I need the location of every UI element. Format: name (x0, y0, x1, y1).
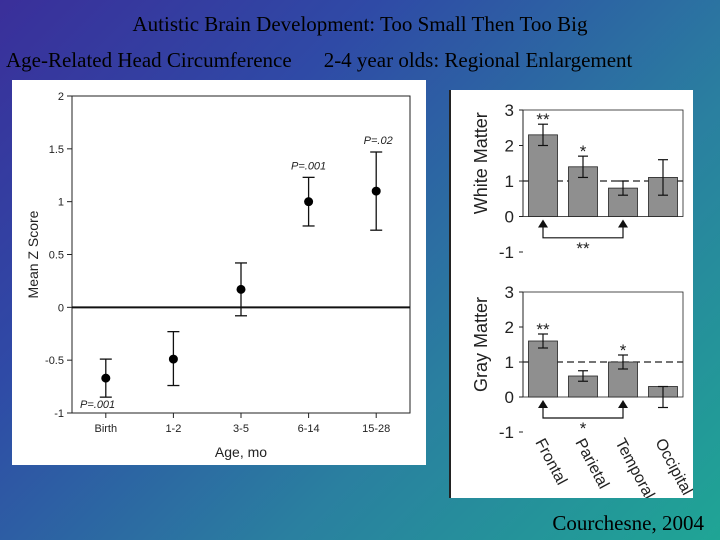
data-point-15-28 (371, 186, 381, 196)
head-circumference-chart-panel: -1 -0.5 0 0.5 1 1.5 2 Birth 1-2 3-5 6-14 15-28 P=.00… (12, 80, 426, 465)
white-matter-y-tick-label-2: 1 (505, 172, 514, 191)
gray-matter-bracket-label: * (580, 419, 587, 438)
x-axis-label: Age, mo (215, 444, 267, 460)
white-matter-significance-Parietal: * (580, 142, 587, 161)
white-matter-bracket-arrow-left (538, 219, 548, 228)
gray-matter-bracket-line (542, 405, 624, 419)
slide-title: Autistic Brain Development: Too Small Th… (132, 12, 588, 36)
white-matter-bar-Frontal (528, 134, 558, 217)
gray-matter-y-tick-label-0: -1 (499, 423, 514, 442)
y-axis-label: Mean Z Score (25, 210, 41, 298)
y-tick-label-0: -1 (54, 408, 64, 420)
white-matter-significance-Frontal: ** (536, 110, 550, 129)
y-tick-label-4: 1 (58, 197, 64, 209)
x-tick-label-15-28: 15-28 (362, 423, 390, 435)
slide-subtitles: Age-Related Head Circumference 2-4 year o… (6, 47, 720, 73)
y-tick-label-2: 0 (58, 302, 64, 314)
p-value-annotation: P=.001 (291, 160, 326, 172)
gray-matter-bar-Frontal (528, 340, 558, 398)
gray-matter-significance-Frontal: ** (536, 320, 550, 339)
p-value-annotation: P=.02 (364, 135, 393, 147)
white-matter-bracket-arrow-right (618, 219, 628, 228)
white-matter-y-tick-label-0: -1 (499, 243, 514, 262)
plot-frame (71, 95, 411, 414)
white-matter-comparison-bracket: ** (538, 219, 628, 258)
white-matter-y-tick-label-1: 0 (505, 208, 514, 227)
gray-matter-y-tick-label-2: 1 (505, 353, 514, 372)
white-matter-bracket-line (542, 224, 624, 239)
white-matter-plot-frame (522, 109, 684, 217)
region-label-Occipital: Occipital (651, 436, 693, 498)
region-label-Frontal: Frontal (531, 436, 569, 488)
regional-enlargement-panel: -1 0 1 2 3 ** * ** White Matter -1 0 1 2 3 ** * * Gray Ma… (449, 90, 695, 502)
data-point-1-2 (168, 354, 178, 364)
white-matter-y-tick-label-4: 3 (505, 101, 514, 120)
x-tick-label-1-2: 1-2 (165, 423, 181, 435)
x-tick-label-6-14: 6-14 (298, 423, 320, 435)
gray-matter-y-tick-label-1: 0 (505, 388, 514, 407)
gray-matter-significance-Temporal: * (620, 341, 627, 360)
region-label-Parietal: Parietal (571, 436, 611, 492)
y-tick-label-5: 1.5 (49, 144, 64, 156)
white-matter-bracket-label: ** (576, 239, 590, 258)
p-value-annotation: P=.001 (80, 399, 115, 411)
gray-matter-bracket-arrow-right (618, 400, 628, 408)
subtitle-left: Age-Related Head Circumference (6, 48, 292, 72)
gray-matter-y-tick-label-4: 3 (505, 283, 514, 302)
gray-matter-bracket-arrow-left (538, 400, 548, 408)
y-tick-label-6: 2 (58, 91, 64, 103)
y-tick-label-3: 0.5 (49, 250, 64, 262)
head-circumference-chart: -1 -0.5 0 0.5 1 1.5 2 Birth 1-2 3-5 6-14 15-28 P=.00… (25, 91, 411, 460)
gray-matter-y-tick-label-3: 2 (505, 318, 514, 337)
data-point-6-14 (304, 197, 314, 207)
data-point-3-5 (236, 284, 246, 294)
white-matter-y-axis-label: White Matter (471, 112, 491, 214)
data-point-Birth (101, 373, 111, 383)
gray-matter-comparison-bracket: * (538, 400, 628, 438)
white-matter-y-tick-label-3: 2 (505, 137, 514, 156)
subtitle-right: 2-4 year olds: Regional Enlargement (323, 48, 633, 72)
gray-matter-y-axis-label: Gray Matter (471, 297, 491, 392)
x-tick-label-Birth: Birth (94, 423, 117, 435)
x-tick-label-3-5: 3-5 (233, 423, 249, 435)
citation-credit: Courchesne, 2004 (552, 511, 704, 535)
y-tick-label-1: -0.5 (45, 355, 64, 367)
gray-matter-plot-frame (522, 291, 684, 398)
white-matter-bar-Occipital (648, 177, 678, 217)
region-label-Temporal: Temporal (611, 436, 657, 498)
